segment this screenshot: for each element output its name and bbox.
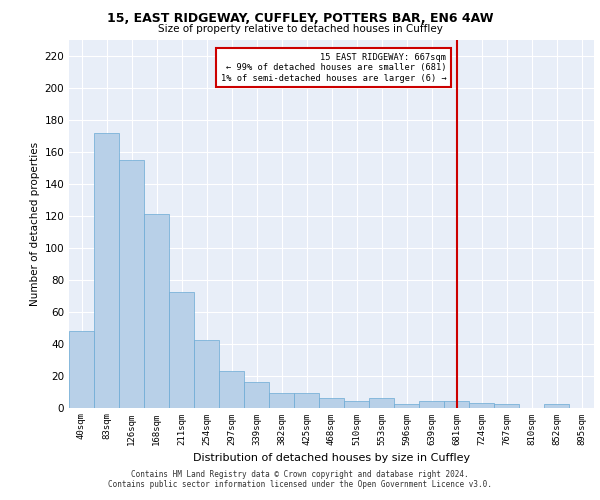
Text: Size of property relative to detached houses in Cuffley: Size of property relative to detached ho…	[158, 24, 442, 34]
X-axis label: Distribution of detached houses by size in Cuffley: Distribution of detached houses by size …	[193, 453, 470, 463]
Bar	[294, 393, 319, 407]
Bar	[469, 402, 494, 407]
Bar	[319, 398, 344, 407]
Bar	[494, 404, 519, 407]
Bar	[194, 340, 219, 407]
Bar	[419, 401, 444, 407]
Y-axis label: Number of detached properties: Number of detached properties	[30, 142, 40, 306]
Bar	[544, 404, 569, 407]
Text: 15, EAST RIDGEWAY, CUFFLEY, POTTERS BAR, EN6 4AW: 15, EAST RIDGEWAY, CUFFLEY, POTTERS BAR,…	[107, 12, 493, 26]
Bar	[444, 401, 469, 407]
Bar	[269, 393, 294, 407]
Bar	[219, 371, 244, 408]
Text: Contains HM Land Registry data © Crown copyright and database right 2024.
Contai: Contains HM Land Registry data © Crown c…	[108, 470, 492, 489]
Bar	[94, 132, 119, 407]
Bar	[144, 214, 169, 408]
Bar	[69, 331, 94, 407]
Bar	[244, 382, 269, 407]
Bar	[369, 398, 394, 407]
Bar	[394, 404, 419, 407]
Text: 15 EAST RIDGEWAY: 667sqm
← 99% of detached houses are smaller (681)
1% of semi-d: 15 EAST RIDGEWAY: 667sqm ← 99% of detach…	[221, 53, 446, 82]
Bar	[344, 401, 369, 407]
Bar	[169, 292, 194, 408]
Bar	[119, 160, 144, 408]
